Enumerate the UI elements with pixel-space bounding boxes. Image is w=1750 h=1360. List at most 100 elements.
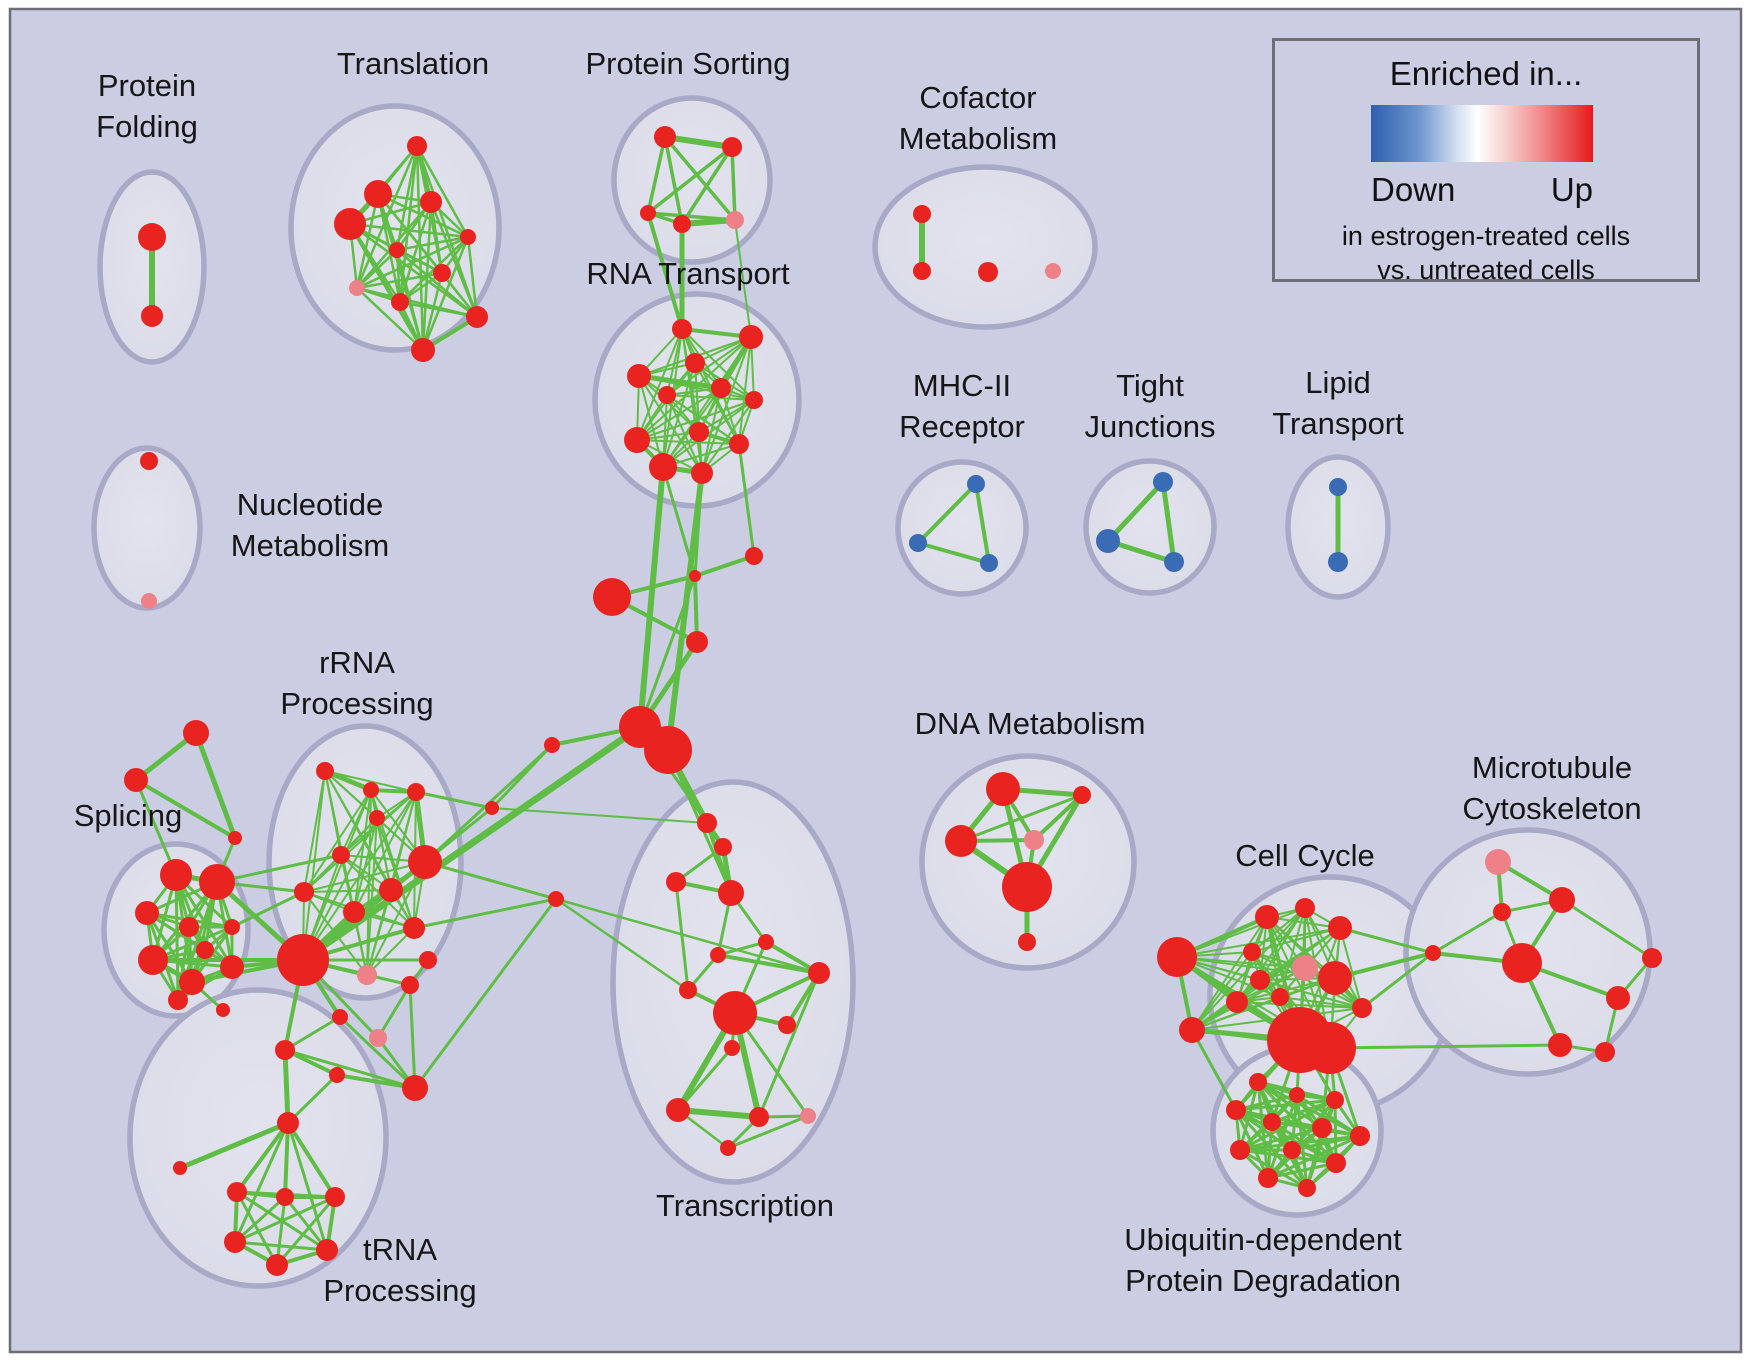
legend-subtitle-line2: vs. untreated cells [1377, 255, 1595, 285]
edge [302, 817, 378, 961]
edge [730, 145, 737, 222]
edge [637, 464, 666, 730]
edge [1032, 793, 1084, 842]
geneset-node-red [1263, 1113, 1281, 1131]
edge [1360, 951, 1435, 1010]
geneset-node-red [718, 880, 744, 906]
edge [1234, 1098, 1337, 1112]
geneset-node-red [408, 845, 442, 879]
geneset-node-red [758, 934, 774, 950]
geneset-node-red [183, 720, 209, 746]
geneset-node-red [1318, 961, 1352, 995]
edge [662, 134, 735, 150]
edge [636, 336, 752, 441]
edge [283, 1195, 329, 1252]
geneset-node-pink [141, 593, 157, 609]
edge [554, 897, 690, 992]
edge [353, 817, 378, 913]
edge [1251, 927, 1341, 953]
edge [286, 1121, 329, 1252]
edge [646, 135, 667, 215]
geneset-node-red [294, 882, 314, 902]
geneset-node-red [724, 1040, 740, 1056]
geneset-node-blue [909, 534, 927, 552]
geneset-node-red [419, 951, 437, 969]
edge [674, 880, 690, 992]
edge [233, 1240, 329, 1252]
edge [376, 192, 402, 304]
geneset-node-red [227, 1182, 247, 1202]
edge [366, 817, 378, 976]
edge [286, 1121, 337, 1199]
geneset-node-red [672, 319, 692, 339]
geneset-node-red [1179, 1017, 1205, 1043]
edge [134, 778, 237, 840]
geneset-node-pink [369, 1029, 387, 1047]
edge [646, 145, 734, 215]
geneset-node-red [1271, 988, 1289, 1006]
geneset-node-red [644, 726, 692, 774]
geneset-node-red [986, 772, 1020, 806]
edge [408, 983, 417, 1090]
geneset-node-red [710, 947, 726, 963]
geneset-node-blue [980, 554, 998, 572]
cluster-label-lipid-transport: Lipid [1305, 365, 1371, 400]
edge [916, 541, 991, 565]
edge [134, 778, 178, 877]
edge [193, 730, 238, 841]
geneset-node-pink [1485, 849, 1511, 875]
geneset-node-pink [349, 280, 365, 296]
geneset-node-red [138, 945, 168, 975]
edge [1191, 979, 1261, 1031]
edge [177, 1120, 291, 1171]
cluster-label-trna-processing: Processing [323, 1273, 476, 1308]
edge [376, 983, 412, 1040]
geneset-node-red [407, 783, 425, 801]
edge [283, 1121, 290, 1199]
bubble-mhc-ii-receptor [895, 459, 1029, 597]
edge [554, 897, 821, 975]
geneset-node-red [138, 223, 166, 251]
geneset-node-red [1493, 903, 1511, 921]
geneset-node-red [640, 205, 656, 221]
geneset-node-red [173, 1161, 187, 1175]
geneset-node-red [403, 917, 425, 939]
geneset-node-red [658, 386, 676, 404]
geneset-node-red [329, 1067, 345, 1083]
geneset-node-red [1642, 948, 1662, 968]
geneset-node-red [363, 782, 379, 798]
geneset-node-red [460, 229, 476, 245]
geneset-node-red [1018, 933, 1036, 951]
edge [701, 399, 755, 474]
geneset-node-red [401, 976, 419, 994]
cluster-label-tight-junctions: Junctions [1085, 409, 1216, 444]
edge [324, 770, 417, 793]
geneset-node-red [316, 762, 334, 780]
geneset-node-blue [1164, 552, 1184, 572]
geneset-node-red [1157, 937, 1197, 977]
geneset-node-red [1258, 1168, 1278, 1188]
edge [414, 790, 494, 810]
edge [491, 807, 708, 824]
edge [423, 860, 558, 901]
geneset-node-red [713, 991, 757, 1035]
cluster-label-rrna-processing: rRNA [319, 645, 395, 680]
geneset-node-red [391, 293, 409, 311]
geneset-node-red [1606, 986, 1630, 1010]
cluster-label-dna-metabolism: DNA Metabolism [915, 706, 1146, 741]
legend-subtitle: in estrogen-treated cells vs. untreated … [1275, 219, 1697, 287]
geneset-node-red [1595, 1042, 1615, 1062]
edge [1105, 479, 1166, 544]
geneset-node-red [141, 305, 163, 327]
geneset-node-red [627, 364, 651, 388]
geneset-node-red [266, 1254, 288, 1276]
edge [636, 399, 755, 441]
geneset-node-red [666, 872, 686, 892]
geneset-node-blue [1329, 478, 1347, 496]
geneset-node-pink [357, 965, 377, 985]
edge [233, 1195, 287, 1244]
edge [302, 770, 326, 961]
edge [376, 192, 470, 239]
legend-title: Enriched in... [1389, 55, 1583, 92]
geneset-node-red [224, 1231, 246, 1253]
